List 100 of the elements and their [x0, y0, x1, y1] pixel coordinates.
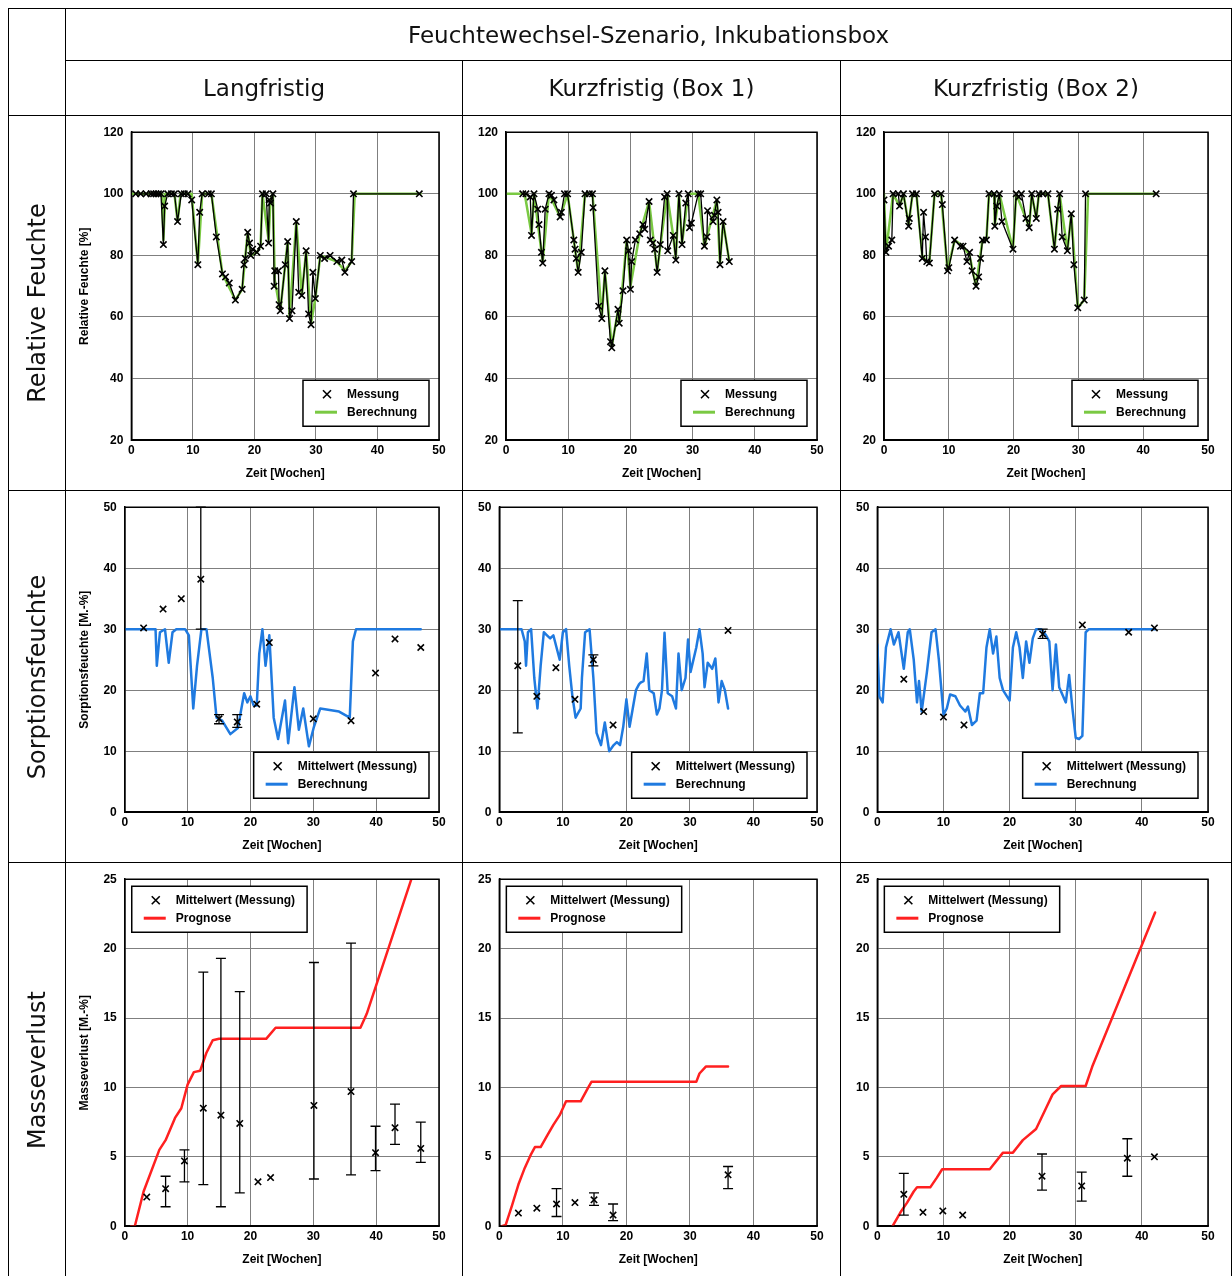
- y-tick-label: 25: [855, 871, 870, 886]
- legend-label: Berechnung: [346, 404, 418, 419]
- y-tick-label: 80: [862, 247, 877, 262]
- x-tick-label: 40: [748, 442, 762, 457]
- y-tick-label: 0: [110, 804, 118, 819]
- y-tick-label: 120: [103, 124, 124, 139]
- x-tick-label: 10: [556, 814, 570, 829]
- y-tick-label: 10: [103, 743, 118, 758]
- x-tick-label: 10: [561, 442, 576, 457]
- y-tick-label: 20: [477, 682, 492, 697]
- y-tick-label: 10: [103, 1079, 118, 1094]
- y-tick-label: 120: [855, 124, 877, 139]
- x-tick-label: 50: [432, 814, 446, 829]
- y-tick-label: 100: [103, 186, 124, 201]
- x-tick-label: 50: [1201, 442, 1215, 457]
- x-axis-title: Zeit [Wochen]: [245, 466, 325, 481]
- y-tick-label: 20: [484, 432, 499, 447]
- x-tick-label: 50: [1201, 814, 1215, 829]
- x-tick-label: 40: [746, 1228, 761, 1243]
- y-axis-title: Relative Feuchte [%]: [76, 227, 91, 345]
- x-tick-label: 20: [619, 1228, 634, 1243]
- x-axis-title: Zeit [Wochen]: [621, 466, 702, 481]
- y-tick-label: 60: [862, 309, 877, 324]
- text: Sorptionsfeuchte: [23, 574, 52, 779]
- y-tick-label: 30: [103, 621, 118, 636]
- x-tick-label: 20: [619, 814, 634, 829]
- x-tick-label: 10: [942, 442, 956, 457]
- y-tick-label: 20: [862, 432, 877, 447]
- x-tick-label: 30: [306, 1228, 321, 1243]
- x-tick-label: 40: [369, 814, 384, 829]
- x-tick-label: 50: [432, 442, 446, 457]
- x-tick-label: 50: [432, 1228, 446, 1243]
- y-tick-label: 40: [103, 560, 118, 575]
- y-tick-label: 50: [855, 499, 870, 514]
- text: Langfristig: [202, 75, 326, 101]
- x-tick-label: 30: [683, 814, 697, 829]
- x-tick-label: 10: [180, 814, 195, 829]
- legend-label: Berechnung: [1066, 776, 1137, 791]
- y-tick-label: 30: [855, 621, 870, 636]
- x-tick-label: 10: [556, 1228, 570, 1243]
- legend-label: Berechnung: [724, 404, 796, 419]
- y-tick-label: 40: [477, 560, 492, 575]
- y-tick-label: 20: [103, 940, 118, 955]
- x-tick-label: 30: [1071, 442, 1086, 457]
- x-tick-label: 50: [810, 814, 824, 829]
- y-axis-title: Masseverlust [M.-%]: [76, 995, 91, 1111]
- x-tick-label: 40: [1136, 442, 1151, 457]
- y-tick-label: 10: [477, 1079, 492, 1094]
- y-tick-label: 60: [110, 309, 124, 324]
- x-tick-label: 50: [810, 442, 824, 457]
- y-tick-label: 60: [484, 309, 499, 324]
- y-tick-label: 10: [855, 743, 870, 758]
- x-tick-label: 10: [186, 442, 200, 457]
- legend-label: Mittelwert (Messung): [297, 758, 418, 773]
- y-tick-label: 100: [477, 186, 499, 201]
- legend-label: Messung: [1115, 386, 1169, 401]
- legend-label: Prognose: [175, 910, 232, 925]
- legend-label: Mittelwert (Messung): [1066, 758, 1187, 773]
- y-tick-label: 10: [855, 1079, 870, 1094]
- y-tick-label: 0: [862, 1218, 870, 1233]
- x-tick-label: 10: [180, 1228, 195, 1243]
- y-tick-label: 15: [477, 1010, 492, 1025]
- legend-label: Berechnung: [1115, 404, 1187, 419]
- y-tick-label: 50: [477, 499, 492, 514]
- x-tick-label: 20: [1006, 442, 1021, 457]
- y-tick-label: 20: [103, 682, 118, 697]
- y-tick-label: 20: [110, 432, 124, 447]
- x-tick-label: 30: [683, 1228, 697, 1243]
- x-axis-title: Zeit [Wochen]: [618, 1252, 698, 1267]
- y-tick-label: 80: [110, 247, 124, 262]
- y-tick-label: 15: [103, 1010, 118, 1025]
- x-tick-label: 20: [1002, 814, 1017, 829]
- y-tick-label: 30: [477, 621, 492, 636]
- y-tick-label: 100: [855, 186, 877, 201]
- y-tick-label: 10: [477, 743, 492, 758]
- x-tick-label: 20: [247, 442, 262, 457]
- legend-label: Berechnung: [297, 776, 368, 791]
- x-tick-label: 20: [623, 442, 638, 457]
- legend-label: Prognose: [550, 910, 607, 925]
- x-tick-label: 30: [685, 442, 700, 457]
- y-tick-label: 50: [103, 499, 118, 514]
- legend-label: Mittelwert (Messung): [928, 892, 1048, 907]
- legend-label: Mittelwert (Messung): [675, 758, 796, 773]
- x-tick-label: 40: [369, 1228, 384, 1243]
- x-tick-label: 10: [936, 814, 951, 829]
- x-axis-title: Zeit [Wochen]: [1003, 838, 1083, 853]
- x-tick-label: 20: [243, 814, 258, 829]
- y-tick-label: 25: [477, 871, 492, 886]
- legend-label: Messung: [724, 386, 778, 401]
- y-tick-label: 20: [855, 682, 870, 697]
- x-tick-label: 0: [128, 442, 136, 457]
- x-tick-label: 20: [1002, 1228, 1017, 1243]
- y-tick-label: 0: [110, 1218, 118, 1233]
- x-tick-label: 30: [306, 814, 321, 829]
- y-tick-label: 120: [477, 124, 499, 139]
- y-tick-label: 40: [484, 370, 499, 385]
- x-axis-title: Zeit [Wochen]: [618, 838, 698, 853]
- y-tick-label: 80: [484, 247, 499, 262]
- x-tick-label: 40: [1135, 1228, 1149, 1243]
- x-tick-label: 20: [243, 1228, 258, 1243]
